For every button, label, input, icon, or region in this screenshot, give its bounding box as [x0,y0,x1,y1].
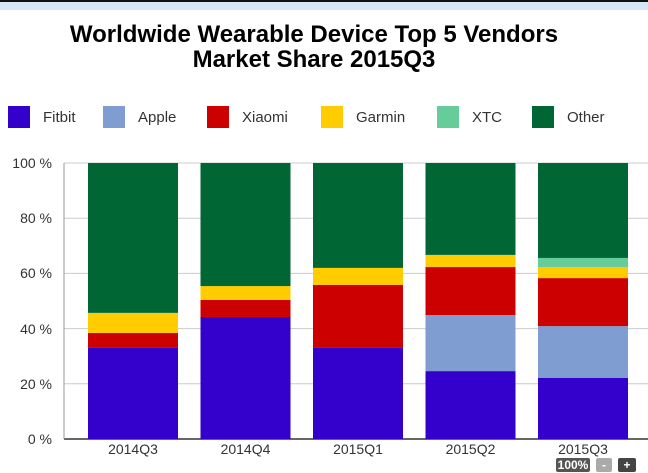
y-tick-label: 100 % [12,155,52,171]
legend-label-xtc[interactable]: XTC [472,109,502,126]
bar-2015Q3-apple[interactable] [538,326,628,379]
legend-label-other[interactable]: Other [567,109,605,126]
chart-title-line-1: Worldwide Wearable Device Top 5 Vendors [69,21,559,48]
x-tick-label: 2014Q4 [220,441,271,457]
y-tick-label: 0 % [27,431,52,447]
bar-2015Q2-other[interactable] [425,163,516,255]
legend-swatch-xiaomi [207,106,229,128]
bar-2015Q3-other[interactable] [538,163,628,258]
legend-swatch-fitbit [8,106,30,128]
bar-2015Q3-fitbit[interactable] [538,378,628,439]
bar-2014Q4-garmin[interactable] [200,286,291,300]
bar-2014Q3-xiaomi[interactable] [88,333,178,348]
y-tick-label: 60 % [20,265,52,282]
x-tick-label: 2015Q3 [558,441,608,457]
bar-2014Q3-other[interactable] [88,163,178,313]
bar-2014Q4-other[interactable] [200,163,291,287]
legend-swatch-apple [103,106,125,128]
bar-2015Q1-garmin[interactable] [313,267,403,285]
zoom-level: 100% [556,458,590,472]
zoom-out-button[interactable]: - [596,458,612,472]
chart-title-line-2: Market Share 2015Q3 [192,46,436,73]
x-tick-label: 2015Q1 [333,441,383,457]
y-tick-label: 80 % [20,210,52,227]
bar-2015Q1-fitbit[interactable] [313,347,403,439]
legend-label-garmin[interactable]: Garmin [356,109,406,126]
bar-2015Q2-apple[interactable] [425,315,516,372]
y-tick-label: 20 % [20,375,52,392]
bar-2015Q3-xiaomi[interactable] [538,278,628,327]
y-tick-label: 40 % [20,320,52,337]
legend-swatch-xtc [437,106,459,128]
legend-label-apple[interactable]: Apple [138,109,177,126]
bar-2014Q3-garmin[interactable] [88,312,178,334]
bar-2015Q3-xtc[interactable] [538,257,628,268]
bar-2015Q1-other[interactable] [313,163,403,268]
legend-label-fitbit[interactable]: Fitbit [43,109,76,126]
browser-top-bar [0,0,648,10]
bar-2015Q2-xiaomi[interactable] [425,267,516,316]
bar-2015Q1-xiaomi[interactable] [313,284,403,348]
legend-swatch-garmin [321,106,343,128]
x-tick-label: 2014Q3 [108,441,158,457]
bar-2014Q4-fitbit[interactable] [200,317,291,439]
legend-label-xiaomi[interactable]: Xiaomi [242,109,288,126]
legend-swatch-other [532,106,554,128]
x-tick-label: 2015Q2 [445,441,496,457]
bar-2014Q4-xiaomi[interactable] [200,299,291,318]
bar-2014Q3-fitbit[interactable] [88,347,178,439]
bar-2015Q2-garmin[interactable] [425,254,516,268]
bar-2015Q2-fitbit[interactable] [425,371,516,439]
bar-2015Q3-garmin[interactable] [538,267,628,279]
zoom-in-button[interactable]: + [618,458,636,472]
